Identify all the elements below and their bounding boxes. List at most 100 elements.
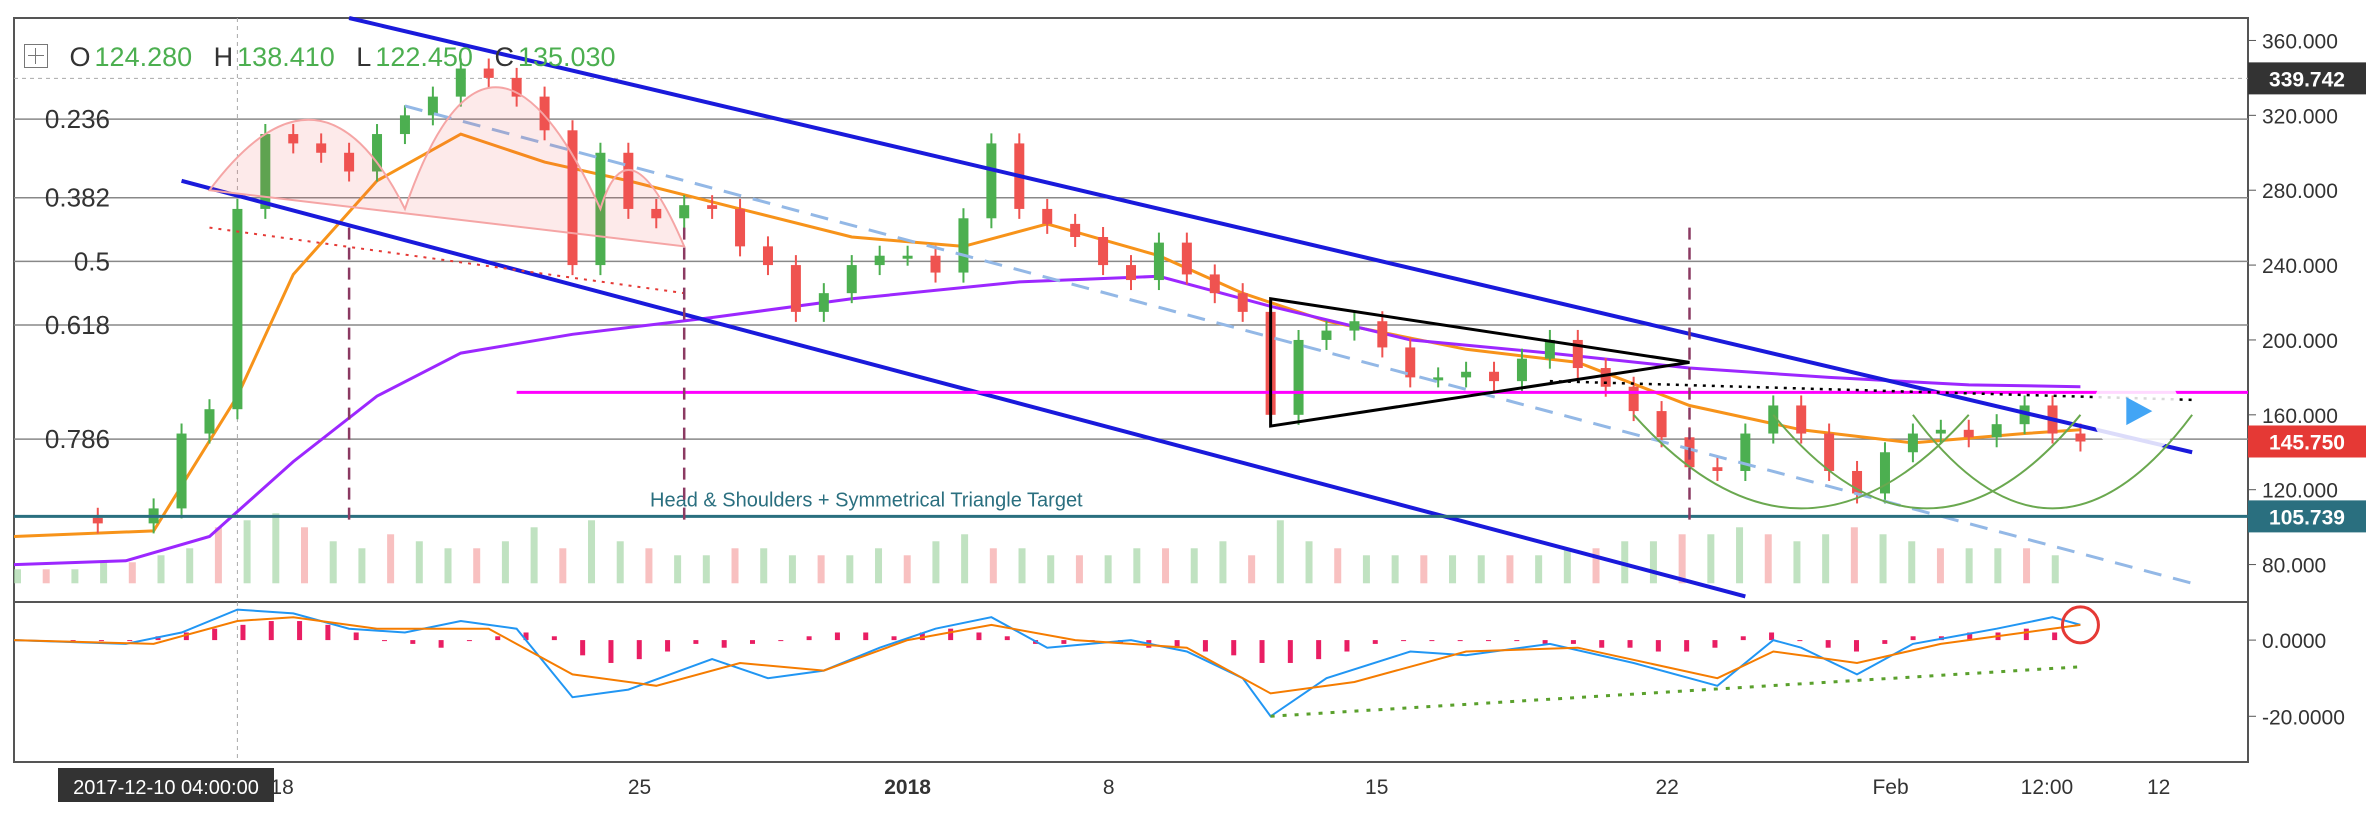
high-value: 138.410 [237,42,335,72]
candle-body [1879,452,1890,494]
macd-histogram-bar [1769,632,1775,641]
volume-bar [903,555,911,584]
candle-body [92,517,103,524]
volume-bar [1678,534,1686,584]
arc-projection [1772,414,2082,510]
fib-level-label: 0.618 [45,310,110,340]
price-tick-label: 240.000 [2262,255,2338,278]
candle-body [1963,429,1974,438]
macd-histogram-bar [721,640,727,648]
volume-bar [1276,520,1284,584]
candle-body [1991,424,2002,438]
candle-body [1042,208,1053,224]
price-tick-label: 320.000 [2262,105,2338,128]
macd-histogram-bar [466,640,472,642]
macd-histogram-bar [919,632,925,641]
macd-histogram-bar [325,624,331,641]
candle-body [1935,429,1946,434]
time-tick-label: 12:00 [2021,776,2074,799]
candle-body [651,208,662,219]
macd-histogram-bar [1202,640,1208,652]
candle-body [316,143,327,153]
price-label-badge [2248,425,2366,458]
close-label: C [494,42,514,72]
macd-histogram-bar [806,636,812,641]
time-tick-label: 15 [1365,776,1388,799]
candle-body [1070,223,1081,237]
candle-body [1907,433,1918,453]
macd-tick-label: -20.0000 [2262,706,2345,729]
candle-body [1405,347,1416,378]
channel-lower-line [181,178,1746,599]
macd-histogram-bar [1570,640,1576,644]
candle-body [455,68,466,97]
fib-level-label: 0.786 [45,424,110,454]
candle-body [762,246,773,266]
macd-histogram-bar [183,632,189,641]
candle-body [204,409,215,434]
time-tick-label: 12 [2147,776,2170,799]
macd-histogram-bar [70,640,76,642]
macd-histogram-bar [1344,640,1350,652]
volume-bar [186,548,194,584]
price-label-badge [2248,500,2366,533]
volume-bar [1018,548,1026,584]
volume-bar [1736,527,1744,584]
macd-histogram-bar [976,632,982,641]
macd-histogram-bar [1684,640,1690,652]
volume-bar [846,555,854,584]
volume-bar [214,527,222,584]
volume-bar [329,541,337,584]
volume-bar [1334,548,1342,584]
price-labels-layer: 339.742 145.750 105.739 [2248,62,2366,533]
candle-body [1377,321,1388,348]
candle-body [427,96,438,116]
volume-bar [1879,534,1887,584]
candle-body [1600,368,1611,387]
candle-body [874,255,885,266]
time-tick-label: 25 [628,776,651,799]
candle-body [1349,321,1360,331]
volume-bar [1535,555,1543,584]
macd-histogram-bar [1712,640,1718,648]
candle-body [1824,433,1835,471]
macd-histogram-bar [693,640,699,644]
crosshair-toggle-icon[interactable] [24,44,48,68]
macd-pane-layer [13,605,2100,718]
time-tick-label: Feb [1872,776,1908,799]
crosshair-time-label: 2017-12-10 04:00:00 [73,777,259,799]
candle-body [372,134,383,172]
fib-level-label: 0.382 [45,183,110,213]
volume-bar [1391,555,1399,584]
candle-body [1237,293,1248,312]
macd-histogram-bar [98,640,104,642]
macd-histogram-bar [2052,632,2058,641]
candle-body [679,205,690,219]
volume-bar [301,527,309,584]
volume-bar [1506,555,1514,584]
macd-histogram-bar [495,636,501,641]
candle-body [1153,242,1164,281]
volume-bar [1707,534,1715,584]
candle-body [232,208,243,410]
ohlc-legend: O 124.280 H 138.410 L 122.450 C 135.030 [24,42,616,73]
chart-frame [13,17,2249,763]
candle-body [399,115,410,135]
volume-bar [501,541,509,584]
macd-histogram-bar [863,632,869,641]
price-tick-label: 120.000 [2262,480,2338,503]
candle-body [1293,339,1304,415]
volume-bar [1908,541,1916,584]
volume-bar [444,548,452,584]
volume-bar [1994,548,2002,584]
macd-histogram-bar [608,640,614,663]
ema-line [13,132,2081,538]
candle-body [1544,339,1555,359]
candle-body [567,130,578,266]
price-tick-label: 280.000 [2262,180,2338,203]
volume-bar [1219,541,1227,584]
volume-bar [1420,555,1428,584]
open-value: 124.280 [94,42,193,72]
close-value: 135.030 [517,42,616,72]
